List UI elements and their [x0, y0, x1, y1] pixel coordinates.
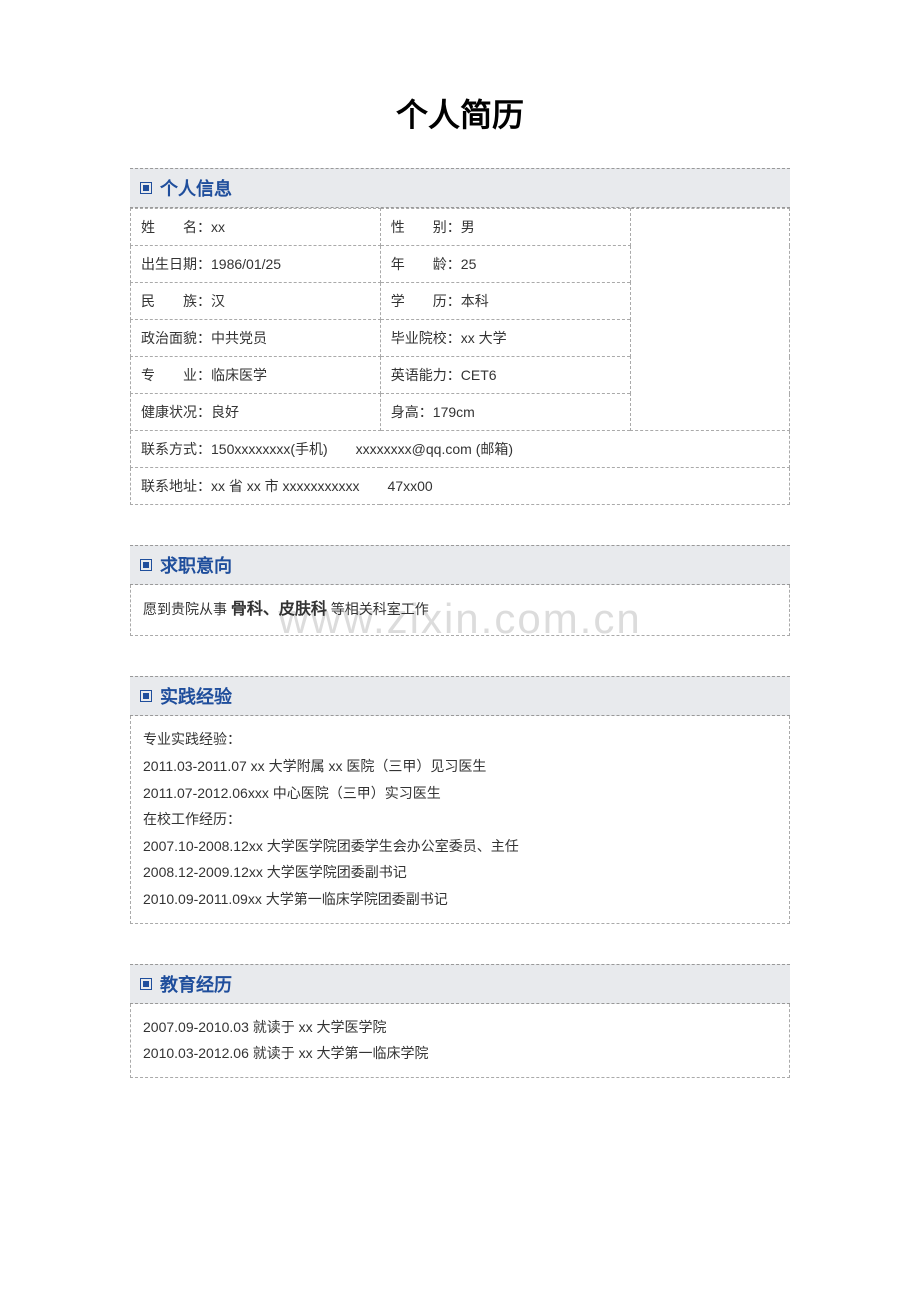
section-experience: 实践经验 专业实践经验： 2011.03-2011.07 xx 大学附属 xx … [130, 676, 790, 923]
section-header: 实践经验 [130, 676, 790, 716]
cell-education: 学 历：本科 [380, 283, 630, 320]
intent-bold: 骨科、皮肤科 [231, 601, 327, 618]
cell-health: 健康状况：良好 [131, 394, 381, 431]
section-job-intent: 求职意向 愿到贵院从事 骨科、皮肤科 等相关科室工作 [130, 545, 790, 636]
exp-line: 在校工作经历： [143, 806, 777, 833]
exp-line: 2011.07-2012.06xxx 中心医院（三甲）实习医生 [143, 780, 777, 807]
exp-line: 专业实践经验： [143, 726, 777, 753]
cell-contact: 联系方式：150xxxxxxxx(手机) xxxxxxxx@qq.com (邮箱… [131, 431, 790, 468]
section-header: 教育经历 [130, 964, 790, 1004]
bullet-icon [140, 182, 152, 194]
bullet-icon [140, 978, 152, 990]
cell-english: 英语能力：CET6 [380, 357, 630, 394]
photo-cell [630, 209, 789, 431]
cell-gender: 性 别：男 [380, 209, 630, 246]
section-title-text: 实践经验 [160, 683, 232, 709]
edu-line: 2010.03-2012.06 就读于 xx 大学第一临床学院 [143, 1040, 777, 1067]
section-title-text: 求职意向 [160, 552, 232, 578]
intent-prefix: 愿到贵院从事 [143, 601, 231, 617]
personal-info-table: 姓 名：xx 性 别：男 出生日期：1986/01/25 年 龄：25 民 族：… [130, 208, 790, 505]
cell-politics: 政治面貌：中共党员 [131, 320, 381, 357]
cell-major: 专 业：临床医学 [131, 357, 381, 394]
cell-school: 毕业院校：xx 大学 [380, 320, 630, 357]
exp-line: 2010.09-2011.09xx 大学第一临床学院团委副书记 [143, 886, 777, 913]
exp-line: 2007.10-2008.12xx 大学医学院团委学生会办公室委员、主任 [143, 833, 777, 860]
table-row: 联系地址：xx 省 xx 市 xxxxxxxxxxx 47xx00 [131, 468, 790, 505]
cell-age: 年 龄：25 [380, 246, 630, 283]
edu-line: 2007.09-2010.03 就读于 xx 大学医学院 [143, 1014, 777, 1041]
experience-content: 专业实践经验： 2011.03-2011.07 xx 大学附属 xx 医院（三甲… [130, 716, 790, 923]
bullet-icon [140, 559, 152, 571]
exp-line: 2011.03-2011.07 xx 大学附属 xx 医院（三甲）见习医生 [143, 753, 777, 780]
section-title-text: 教育经历 [160, 971, 232, 997]
section-education: 教育经历 2007.09-2010.03 就读于 xx 大学医学院 2010.0… [130, 964, 790, 1078]
education-content: 2007.09-2010.03 就读于 xx 大学医学院 2010.03-201… [130, 1004, 790, 1078]
section-title-text: 个人信息 [160, 175, 232, 201]
page-title: 个人简历 [130, 90, 790, 136]
cell-name: 姓 名：xx [131, 209, 381, 246]
cell-address: 联系地址：xx 省 xx 市 xxxxxxxxxxx 47xx00 [131, 468, 790, 505]
table-row: 联系方式：150xxxxxxxx(手机) xxxxxxxx@qq.com (邮箱… [131, 431, 790, 468]
exp-line: 2008.12-2009.12xx 大学医学院团委副书记 [143, 859, 777, 886]
cell-birthdate: 出生日期：1986/01/25 [131, 246, 381, 283]
cell-ethnicity: 民 族：汉 [131, 283, 381, 320]
section-header: 个人信息 [130, 168, 790, 208]
job-intent-content: 愿到贵院从事 骨科、皮肤科 等相关科室工作 [130, 585, 790, 636]
cell-height: 身高：179cm [380, 394, 630, 431]
bullet-icon [140, 690, 152, 702]
intent-suffix: 等相关科室工作 [327, 601, 429, 617]
section-personal-info: 个人信息 姓 名：xx 性 别：男 出生日期：1986/01/25 年 龄：25… [130, 168, 790, 505]
section-header: 求职意向 [130, 545, 790, 585]
table-row: 姓 名：xx 性 别：男 [131, 209, 790, 246]
